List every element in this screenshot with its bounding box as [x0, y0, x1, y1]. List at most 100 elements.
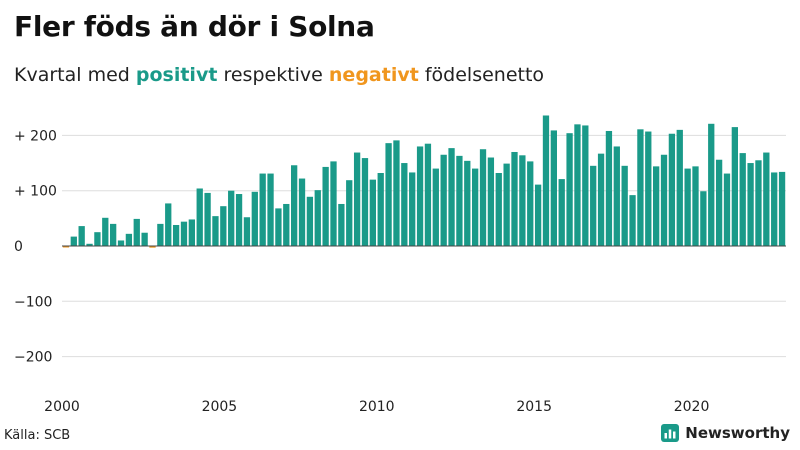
bar	[731, 127, 738, 246]
bar	[409, 172, 416, 246]
bar	[763, 152, 770, 246]
bar	[322, 166, 329, 246]
bar	[369, 179, 376, 246]
bar	[605, 130, 613, 246]
x-tick-label: 2020	[674, 399, 710, 415]
brand-label: Newsworthy	[685, 424, 790, 442]
bar	[778, 171, 786, 246]
bar	[172, 224, 180, 246]
bars	[62, 115, 786, 248]
bar	[259, 173, 266, 246]
bar	[487, 157, 495, 246]
y-tick-label: + 100	[14, 184, 57, 200]
x-tick-label: 2005	[202, 399, 238, 415]
bar	[479, 149, 487, 246]
bar	[243, 217, 251, 246]
bar	[558, 179, 565, 246]
bar	[149, 246, 156, 248]
bar	[550, 130, 557, 246]
bar	[708, 123, 715, 246]
bar	[78, 226, 85, 246]
bar	[684, 168, 691, 246]
x-tick-label: 2010	[359, 399, 395, 415]
bar	[275, 208, 282, 246]
bar	[739, 153, 746, 246]
y-axis-ticks: + 200 + 100 0 −100 −200	[14, 128, 57, 365]
bar	[629, 195, 636, 246]
bar	[94, 232, 101, 246]
bar	[393, 140, 400, 246]
bar	[204, 192, 211, 246]
bar	[668, 133, 676, 246]
bar	[401, 163, 408, 246]
bar	[653, 166, 660, 246]
bar	[133, 218, 140, 246]
y-tick-label: −200	[14, 350, 52, 366]
bar	[141, 232, 148, 246]
bar	[353, 152, 361, 246]
bar	[574, 124, 581, 246]
bar	[361, 158, 369, 246]
y-tick-label: 0	[14, 239, 23, 255]
x-tick-label: 2000	[44, 399, 80, 415]
bar	[180, 221, 188, 246]
bar	[432, 168, 439, 246]
bar	[448, 148, 455, 246]
bar	[637, 129, 644, 246]
bar	[464, 160, 471, 246]
bar	[660, 154, 668, 246]
bar	[235, 194, 243, 246]
bar	[597, 153, 605, 246]
bar	[416, 146, 424, 246]
subtitle-suffix: födelsenetto	[418, 64, 545, 86]
bar	[771, 172, 778, 246]
bar	[385, 143, 392, 246]
bar	[110, 223, 117, 246]
bar	[747, 163, 754, 246]
subtitle-negative-word: negativt	[328, 64, 419, 86]
bar	[676, 129, 683, 246]
bar	[472, 168, 479, 246]
bar	[314, 190, 321, 246]
bar	[298, 178, 306, 246]
bar	[692, 166, 699, 246]
bar	[212, 216, 219, 246]
bar	[519, 155, 526, 246]
subtitle-positive-word: positivt	[135, 64, 218, 86]
x-axis-ticks: 2000 2005 2010 2015 2020	[44, 399, 709, 415]
bar	[377, 173, 384, 246]
bar	[503, 163, 510, 246]
bar	[283, 203, 290, 246]
brand-logo: Newsworthy	[661, 424, 790, 442]
bar	[62, 246, 70, 248]
chart-subtitle: Kvartal med positivt respektive negativt…	[14, 64, 544, 86]
bar	[228, 190, 235, 246]
bar	[715, 159, 723, 246]
bar	[723, 173, 731, 246]
bar	[330, 161, 337, 246]
bar	[456, 155, 463, 246]
bar	[251, 191, 258, 246]
bar	[306, 196, 314, 246]
bar	[157, 223, 164, 246]
bar	[196, 188, 203, 246]
bar	[542, 115, 550, 246]
x-tick-label: 2015	[516, 399, 552, 415]
bar	[566, 133, 573, 246]
bar	[188, 219, 195, 246]
bar	[495, 173, 502, 246]
bar	[613, 146, 620, 246]
bar	[527, 161, 534, 246]
bar	[117, 240, 125, 246]
bar	[102, 217, 109, 246]
subtitle-middle: respektive	[217, 64, 329, 86]
bar	[346, 180, 353, 246]
chart-title: Fler föds än dör i Solna	[14, 10, 375, 43]
bar	[621, 165, 628, 246]
bar	[424, 143, 432, 246]
bar	[267, 173, 274, 246]
bar	[338, 203, 345, 246]
bar	[70, 236, 77, 246]
bar	[582, 125, 589, 246]
